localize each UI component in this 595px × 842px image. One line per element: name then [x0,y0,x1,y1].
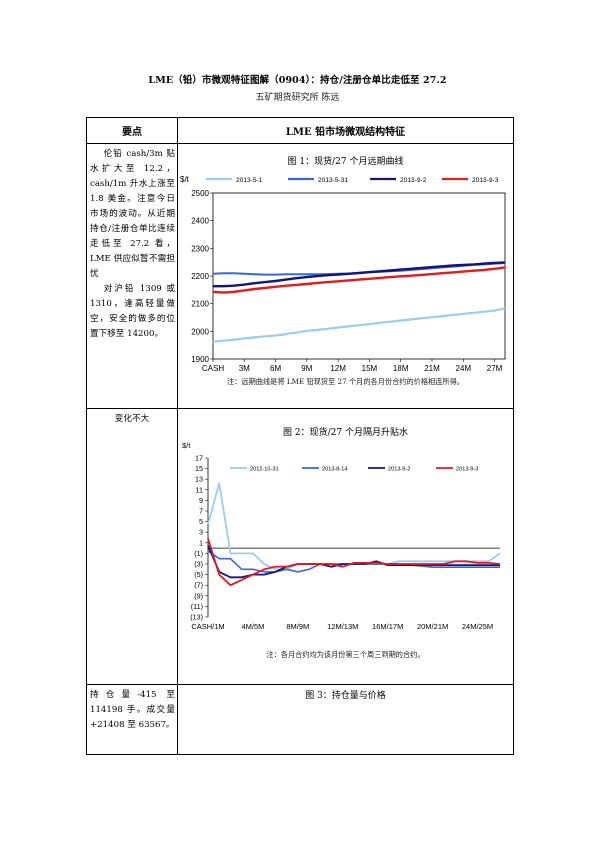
series-line [213,261,506,288]
y-tick-label: (7) [194,581,203,590]
legend-label: 2013-5-31 [318,177,348,184]
y-tick-label: 2100 [191,300,209,309]
legend-label: 2013-9-2 [388,467,410,473]
y-tick-label: 1900 [191,355,209,364]
row1-commentary: 伦铅 cash/3m 贴水扩大至 12.2，cash/1m 升水上涨至 1.8 … [86,143,178,409]
series-line [212,307,506,343]
x-tick-label: 15M [362,364,378,373]
y-tick-label: 9 [199,496,203,505]
legend-label: 2013-5-1 [236,177,263,184]
row3-paragraph: 持仓量-415 至 114198 手。成交量+21408 至 63567。 [90,690,175,730]
legend-label: 2013-9-3 [456,467,478,473]
row3-commentary: 持仓量-415 至 114198 手。成交量+21408 至 63567。 [86,684,178,755]
x-tick-label: 21M [424,364,440,373]
x-tick-label: 24M [456,364,472,373]
x-tick-label: 24M/25M [462,622,493,631]
y-tick-label: 2500 [191,189,209,198]
forward-curve-chart: $/t 1900 2000 2100 2200 2300 2400 2500 CASH 3M 6M 9… [180,175,506,373]
figure1-cell: 图 1：现货/27 个月远期曲线 $/t 1900 2000 2100 2200 2300… [177,143,514,409]
x-tick-label: 12M [330,364,346,373]
legend-label: 2013-9-3 [472,177,499,184]
legend-label: 2013-9-2 [400,177,427,184]
x-tick-label: 9M [301,364,312,373]
figure2-note: 注：各月合约均为该月份第三个周三到期的合约。 [266,650,425,659]
y-tick-label: 1 [199,538,203,547]
y-tick-label: 2000 [191,327,209,336]
plot-frame [212,192,506,360]
y-tick-label: 7 [199,507,203,516]
series-line [212,266,506,294]
figure3-title: 图 3：持仓量与价格 [305,691,386,701]
x-tick-label: 8M/9M [286,622,309,631]
x-tick-label: 4M/5M [241,622,264,631]
y-tick-label: (5) [194,570,203,579]
y-tick-label: 2400 [191,217,209,226]
figure3-cell: 图 3：持仓量与价格 [177,684,514,755]
y-axis-label: $/t [180,175,190,184]
row1-paragraph-2: 对沪铅 1309 或 1310，逢高轻量做空，安全的做多的位置下移至 14200… [90,284,175,339]
y-tick-label: 2200 [191,272,209,281]
main-table: 要点 LME 铅市场微观结构特征 伦铅 cash/3m 贴水扩大至 12.2，c… [86,117,514,755]
header-microstructure: LME 铅市场微观结构特征 [177,117,514,144]
y-tick-label: (11) [191,602,203,611]
document-title: LME（铅）市微观特征图解（0904）：持仓/注册仓单比走低至 27.2 [148,75,447,86]
y-tick-label: (9) [194,591,203,600]
x-tick-label: 18M [393,364,409,373]
y-axis-label: $/t [182,441,191,450]
y-tick-label: 15 [195,464,203,473]
legend-label: 2013-8-14 [322,467,348,473]
row1-paragraph-1: 伦铅 cash/3m 贴水扩大至 12.2，cash/1m 升水上涨至 1.8 … [90,149,175,279]
figure1-note: 注：远期曲线是将 LME 铅现货至 27 个月的各月份合约的价格相连所得。 [227,377,464,386]
header-key-points: 要点 [86,117,178,144]
x-tick-label: 12M/13M [327,622,358,631]
y-tick-label: 2300 [191,244,209,253]
x-tick-label: CASH/1M [191,622,224,631]
y-tick-label: (13) [190,613,203,622]
y-tick-label: 3 [199,528,203,537]
figure1-title: 图 1：现货/27 个月远期曲线 [287,157,404,167]
x-tick-label: 27M [487,364,503,373]
series-line [207,538,501,587]
y-tick-label: (1) [194,549,203,558]
y-tick-label: 11 [196,485,203,494]
x-tick-label: 3M [239,364,250,373]
series-line [207,545,500,579]
y-tick-label: (3) [194,560,203,569]
y-tick-label: 13 [195,475,203,484]
figure2-title: 图 2：现货/27 个月隔月升贴水 [283,428,408,438]
x-tick-label: CASH [202,364,224,373]
document-author: 五矿期货研究所 陈远 [255,93,340,103]
figure2-cell: 图 2：现货/27 个月隔月升贴水 $/t 17 15 13 11 9 7 5 3 1 (1) (3)… [177,408,514,685]
x-tick-label: 6M [270,364,281,373]
row2-commentary: 变化不大 [86,408,178,685]
x-tick-label: 20M/21M [417,622,448,631]
series-line [207,482,501,571]
x-tick-label: 16M/17M [372,622,403,631]
y-tick-label: 5 [199,517,203,526]
legend-label: 2012-10-31 [250,467,279,473]
y-tick-label: 17 [195,454,203,463]
